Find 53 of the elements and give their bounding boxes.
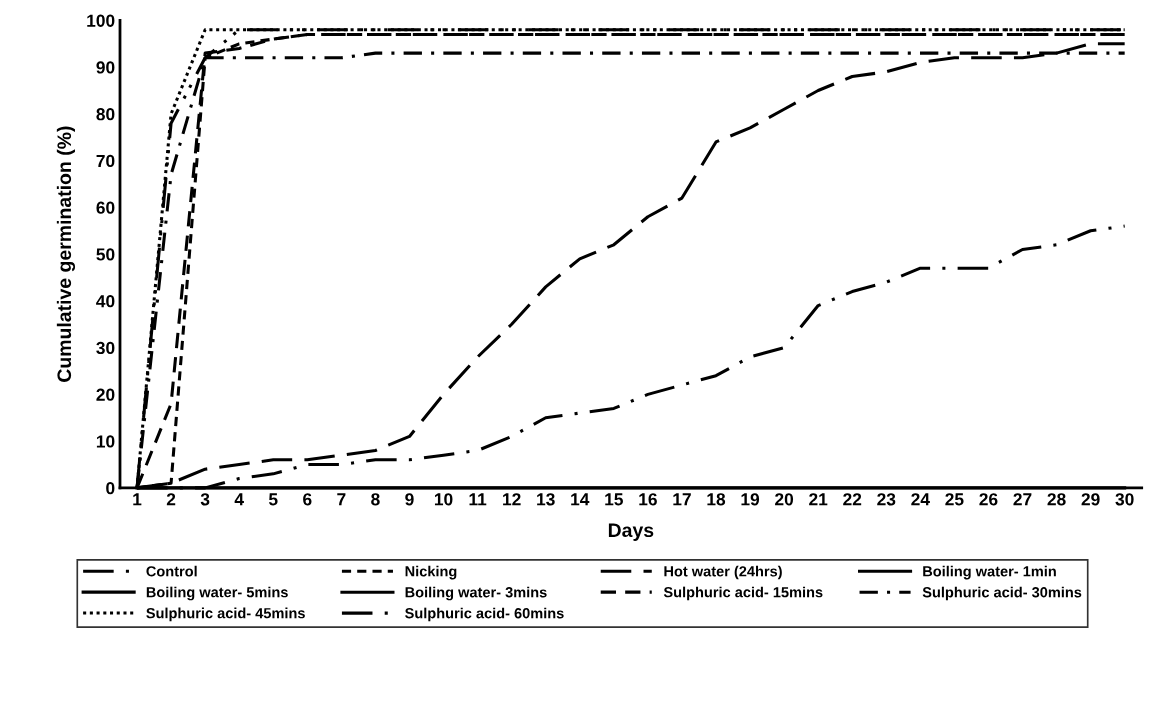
y-tick-label: 60 [96,201,115,214]
x-tick-label: 16 [639,493,657,506]
legend-label: Sulphuric acid- 45mins [146,607,305,622]
x-tick-label: 28 [1047,493,1066,506]
x-tick-label: 7 [337,493,346,506]
x-tick-label: 6 [303,493,312,506]
legend-label: Sulphuric acid- 15mins [663,586,823,601]
x-tick-label: 19 [741,493,760,506]
x-tick-label: 27 [1013,493,1032,506]
x-tick-label: 29 [1081,493,1100,506]
legend-label: Nicking [405,565,457,580]
y-tick-label: 70 [96,154,115,168]
x-tick-label: 24 [911,493,930,506]
legend-label: Boiling water- 3mins [405,586,547,601]
x-tick-label: 11 [469,493,487,506]
x-tick-label: 23 [877,493,896,506]
legend-label: Hot water (24hrs) [664,565,782,580]
x-tick-label: 26 [979,493,998,506]
y-tick-label: 10 [96,435,115,448]
legend-label: Boiling water- 1min [923,565,1056,580]
y-tick-label: 30 [96,341,115,355]
legend-label: Sulphuric acid- 30mins [922,586,1082,601]
x-tick-label: 25 [945,493,964,506]
x-tick-label: 30 [1115,493,1134,506]
y-tick-label: 90 [96,61,115,74]
y-axis-title: Cumulative germination (%) [56,126,76,382]
y-tick-label: 20 [96,388,115,401]
legend-label: Boiling water- 5mins [146,586,288,601]
x-tick-label: 20 [775,493,794,506]
x-tick-label: 15 [605,493,623,506]
legend-label: Control [146,565,197,577]
x-tick-label: 5 [268,493,278,506]
x-tick-label: 1 [133,493,142,506]
x-tick-label: 9 [405,493,414,506]
y-tick-label: 50 [96,248,115,261]
x-tick-label: 3 [200,493,210,506]
x-tick-label: 22 [843,493,862,506]
x-tick-label: 8 [371,493,380,506]
x-tick-label: 10 [434,493,453,506]
x-tick-label: 18 [707,493,726,506]
x-tick-label: 4 [234,493,244,506]
x-tick-label: 2 [166,493,176,506]
x-tick-label: 13 [537,493,555,506]
legend-label: Sulphuric acid- 60mins [405,607,564,622]
y-tick-label: 40 [96,295,115,308]
x-tick-label: 14 [571,493,590,506]
y-tick-label: 80 [96,108,115,121]
x-tick-label: 12 [503,493,521,506]
y-tick-label: 100 [87,14,115,27]
x-axis-title: Days [608,523,654,541]
x-tick-label: 17 [673,493,691,506]
x-tick-label: 21 [809,493,828,506]
y-tick-label: 0 [106,482,115,495]
